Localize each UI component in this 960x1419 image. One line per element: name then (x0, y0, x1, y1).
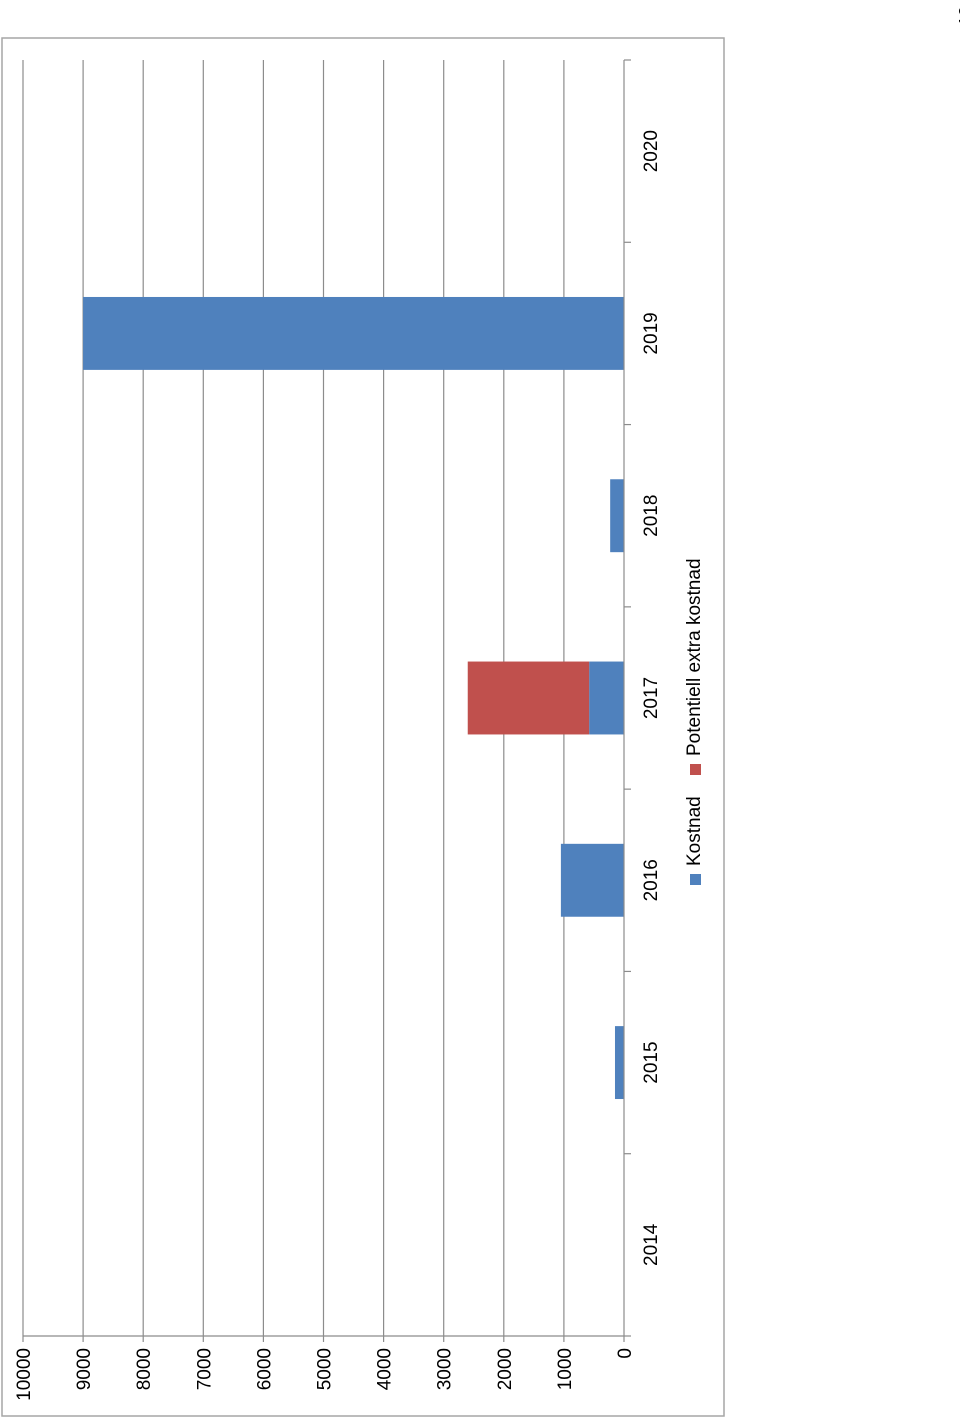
bar-potentiell-extra-kostnad-2017 (467, 661, 590, 735)
legend: Kostnad Potentiell extra kostnad (684, 558, 705, 885)
legend-label-potentiell-extra-kostnad: Potentiell extra kostnad (684, 558, 705, 756)
value-tick-label: 0 (615, 1348, 636, 1359)
category-label: 2019 (641, 312, 662, 354)
category-label: 2016 (641, 859, 662, 901)
value-tick-label: 9000 (74, 1348, 95, 1390)
value-tick-label: 6000 (254, 1348, 275, 1390)
value-tick-label: 7000 (194, 1348, 215, 1390)
value-tick-label: 1000 (555, 1348, 576, 1390)
legend-label-kostnad: Kostnad (684, 796, 705, 866)
category-label: 2020 (641, 130, 662, 172)
value-tick-label: 3000 (435, 1348, 456, 1390)
category-label: 2018 (641, 495, 662, 537)
bar-kostnad-2018 (610, 479, 624, 553)
value-tick-label: 8000 (134, 1348, 155, 1390)
axes (22, 59, 631, 1342)
legend-swatch-kostnad (690, 874, 701, 885)
value-tick-label: 5000 (315, 1348, 336, 1390)
bar-kostnad-2016 (560, 843, 624, 917)
gridlines (22, 60, 565, 1336)
bar-kostnad-2019 (83, 296, 625, 370)
value-tick-label: 2000 (495, 1348, 516, 1390)
bar-kostnad-2015 (614, 1026, 624, 1100)
category-label: 2017 (641, 677, 662, 719)
legend-swatch-potentiell-extra-kostnad (690, 764, 701, 775)
bar-kostnad-2017 (589, 661, 624, 735)
value-tick-label: 4000 (375, 1348, 396, 1390)
tick-labels: 0 1000 2000 3000 4000 5000 6000 7000 8000 9000 100… (14, 130, 662, 1401)
bars (83, 296, 625, 1100)
category-label: 2014 (641, 1223, 662, 1266)
value-tick-label: 10000 (14, 1348, 35, 1401)
category-label: 2015 (641, 1041, 662, 1083)
